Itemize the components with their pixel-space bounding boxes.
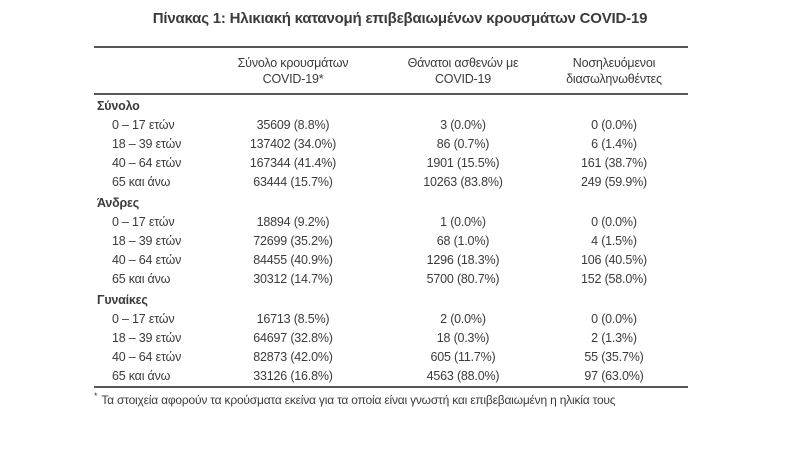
age-cell: 0 – 17 ετών: [112, 312, 175, 326]
age-cell: 18 – 39 ετών: [112, 137, 182, 151]
table-row: 0 – 17 ετών 16713 (8.5%) 2 (0.0%) 0 (0.0%): [94, 310, 688, 329]
table-row: 40 – 64 ετών 84455 (40.9%) 1296 (18.3%) 106…: [94, 251, 688, 270]
column-header-line: Θάνατοι ασθενών με: [407, 56, 519, 70]
table-row: 40 – 64 ετών 82873 (42.0%) 605 (11.7%) 55 (…: [94, 348, 688, 367]
section-label: Γυναίκες: [97, 293, 148, 307]
table-row: 0 – 17 ετών 18894 (9.2%) 1 (0.0%) 0 (0.0%): [94, 213, 688, 232]
deaths-cell: 10263 (83.8%): [423, 175, 503, 189]
intubated-cell: 161 (38.7%): [581, 156, 647, 170]
table-title: Πίνακας 1: Ηλικιακή κατανομή επιβεβαιωμέ…: [152, 10, 648, 27]
intubated-cell: 152 (58.0%): [581, 272, 647, 286]
age-cell: 0 – 17 ετών: [112, 118, 175, 132]
footnote-text: Τα στοιχεία αφορούν τα κρούσματα εκείνα …: [101, 393, 616, 407]
column-header-total-cases: Σύνολο κρουσμάτων COVID-19*: [200, 47, 386, 94]
age-cell: 40 – 64 ετών: [112, 253, 182, 267]
table-row: 0 – 17 ετών 35609 (8.8%) 3 (0.0%) 0 (0.0%): [94, 116, 688, 135]
intubated-cell: 6 (1.4%): [591, 137, 637, 151]
table-row: 18 – 39 ετών 137402 (34.0%) 86 (0.7%) 6 (1.…: [94, 135, 688, 154]
deaths-cell: 18 (0.3%): [436, 331, 490, 345]
deaths-cell: 1901 (15.5%): [426, 156, 500, 170]
section-header-row: Άνδρες: [94, 192, 688, 213]
table-row: 18 – 39 ετών 64697 (32.8%) 18 (0.3%) 2 (1.3…: [94, 329, 688, 348]
intubated-cell: 55 (35.7%): [584, 350, 644, 364]
deaths-cell: 1 (0.0%): [440, 215, 486, 229]
cases-cell: 167344 (41.4%): [249, 156, 337, 170]
footnote-marker: *: [94, 391, 98, 401]
cases-cell: 82873 (42.0%): [253, 350, 333, 364]
intubated-cell: 4 (1.5%): [591, 234, 637, 248]
intubated-cell: 0 (0.0%): [591, 118, 637, 132]
deaths-cell: 3 (0.0%): [440, 118, 486, 132]
age-cell: 18 – 39 ετών: [112, 234, 182, 248]
table-row: 18 – 39 ετών 72699 (35.2%) 68 (1.0%) 4 (1.5…: [94, 232, 688, 251]
cases-cell: 33126 (16.8%): [253, 369, 333, 383]
deaths-cell: 4563 (88.0%): [426, 369, 500, 383]
column-header-line: Νοσηλευόμενοι: [572, 56, 656, 70]
age-cell: 0 – 17 ετών: [112, 215, 175, 229]
header-row: Σύνολο κρουσμάτων COVID-19* Θάνατοι ασθε…: [94, 47, 688, 94]
deaths-cell: 2 (0.0%): [440, 312, 486, 326]
section-header-row: Γυναίκες: [94, 289, 688, 310]
age-cell: 40 – 64 ετών: [112, 156, 182, 170]
covid-age-table: Σύνολο κρουσμάτων COVID-19* Θάνατοι ασθε…: [94, 46, 688, 388]
column-header-empty: [94, 47, 200, 94]
deaths-cell: 5700 (80.7%): [426, 272, 500, 286]
intubated-cell: 0 (0.0%): [591, 312, 637, 326]
deaths-cell: 605 (11.7%): [430, 350, 496, 364]
table-row: 65 και άνω 33126 (16.8%) 4563 (88.0%) 97 (6…: [94, 367, 688, 387]
intubated-cell: 2 (1.3%): [591, 331, 637, 345]
intubated-cell: 97 (63.0%): [584, 369, 644, 383]
footnote: * Τα στοιχεία αφορούν τα κρούσματα εκείνα…: [94, 391, 688, 407]
cases-cell: 35609 (8.8%): [256, 118, 330, 132]
column-header-intubated: Νοσηλευόμενοι διασωληνωθέντες: [540, 47, 688, 94]
age-cell: 40 – 64 ετών: [112, 350, 182, 364]
intubated-cell: 0 (0.0%): [591, 215, 637, 229]
column-header-line: Σύνολο κρουσμάτων: [237, 56, 349, 70]
intubated-cell: 249 (59.9%): [581, 175, 647, 189]
table-header: Σύνολο κρουσμάτων COVID-19* Θάνατοι ασθε…: [94, 47, 688, 94]
cases-cell: 137402 (34.0%): [249, 137, 337, 151]
cases-cell: 63444 (15.7%): [253, 175, 333, 189]
table-body: Σύνολο 0 – 17 ετών 35609 (8.8%) 3 (0.0%) 0 (…: [94, 94, 688, 387]
age-cell: 65 και άνω: [112, 272, 171, 286]
column-header-line: COVID-19: [434, 72, 492, 86]
age-cell: 65 και άνω: [112, 175, 171, 189]
cases-cell: 16713 (8.5%): [256, 312, 330, 326]
deaths-cell: 68 (1.0%): [436, 234, 490, 248]
cases-cell: 30312 (14.7%): [253, 272, 333, 286]
column-header-line: COVID-19*: [262, 72, 324, 86]
table-row: 65 και άνω 30312 (14.7%) 5700 (80.7%) 152 (…: [94, 270, 688, 289]
section-label: Άνδρες: [97, 196, 140, 210]
cases-cell: 72699 (35.2%): [253, 234, 333, 248]
column-header-line: διασωληνωθέντες: [566, 72, 662, 86]
cases-cell: 84455 (40.9%): [253, 253, 333, 267]
deaths-cell: 86 (0.7%): [436, 137, 490, 151]
deaths-cell: 1296 (18.3%): [426, 253, 500, 267]
table-row: 65 και άνω 63444 (15.7%) 10263 (83.8%) 249 …: [94, 173, 688, 192]
section-header-row: Σύνολο: [94, 94, 688, 116]
age-cell: 18 – 39 ετών: [112, 331, 182, 345]
age-cell: 65 και άνω: [112, 369, 171, 383]
table-row: 40 – 64 ετών 167344 (41.4%) 1901 (15.5%) 16…: [94, 154, 688, 173]
cases-cell: 64697 (32.8%): [253, 331, 333, 345]
column-header-deaths: Θάνατοι ασθενών με COVID-19: [386, 47, 540, 94]
intubated-cell: 106 (40.5%): [581, 253, 647, 267]
cases-cell: 18894 (9.2%): [256, 215, 330, 229]
section-label: Σύνολο: [97, 99, 140, 113]
